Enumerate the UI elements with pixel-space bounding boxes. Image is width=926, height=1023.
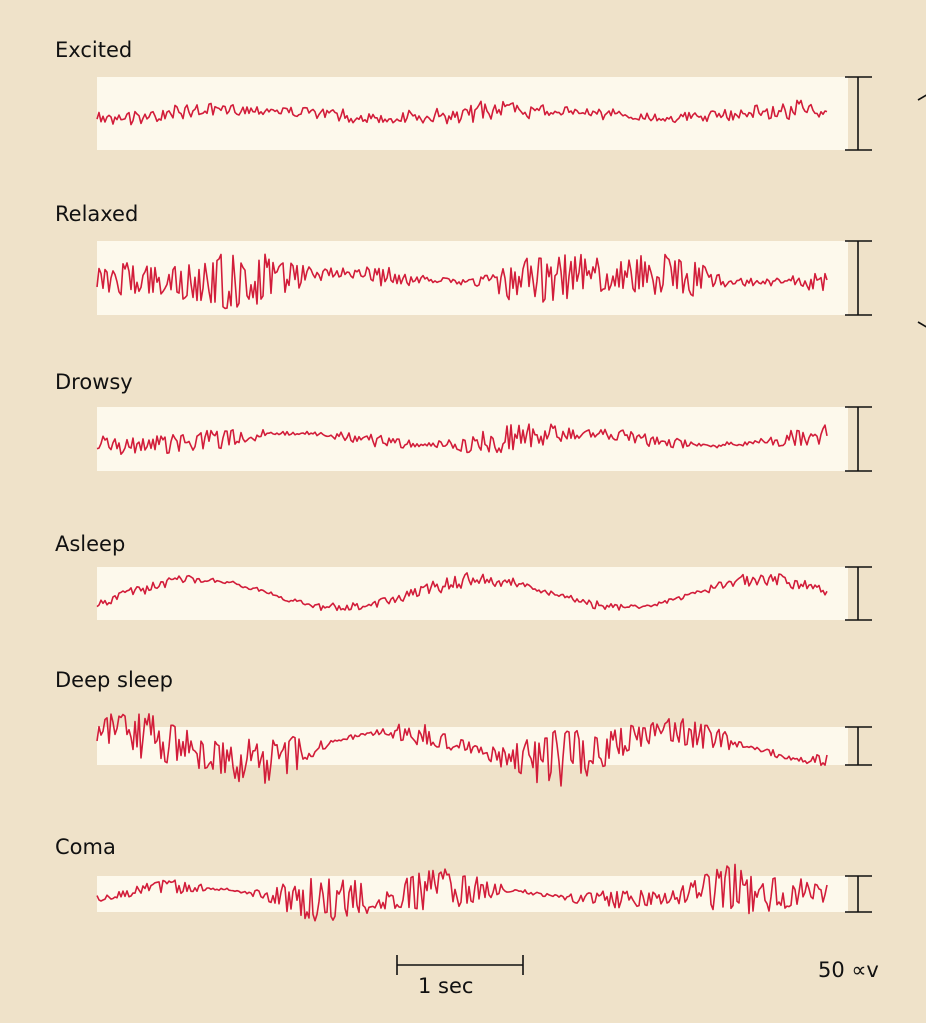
eeg-trace <box>96 423 828 455</box>
eeg-trace <box>96 99 828 126</box>
trace-band <box>97 567 848 620</box>
callout-line <box>917 94 926 101</box>
trace-label: Deep sleep <box>55 668 173 692</box>
trace-label: Drowsy <box>55 370 133 394</box>
voltage-scale-label: 50 ∝v <box>818 958 879 982</box>
eeg-trace <box>96 253 828 310</box>
trace-label: Asleep <box>55 532 125 556</box>
time-scale-label: 1 sec <box>418 974 473 998</box>
trace-label: Excited <box>55 38 132 62</box>
trace-band <box>97 241 848 315</box>
trace-label: Coma <box>55 835 116 859</box>
eeg-trace <box>96 863 828 922</box>
trace-band <box>97 727 848 765</box>
callout-line <box>917 321 926 328</box>
trace-label: Relaxed <box>55 202 138 226</box>
eeg-trace <box>96 713 828 787</box>
time-scale: 1 sec <box>396 955 524 998</box>
eeg-trace <box>96 572 828 612</box>
